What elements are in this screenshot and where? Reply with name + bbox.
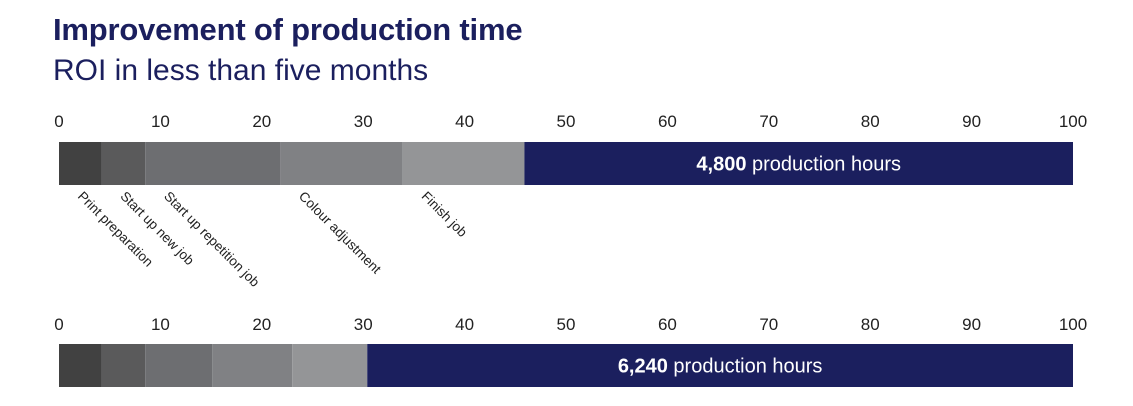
- x-tick-label: 30: [354, 315, 373, 334]
- x-tick-label: 50: [557, 112, 576, 131]
- x-tick-label: 0: [54, 112, 63, 131]
- bar-segment: [101, 142, 146, 185]
- production-hours-bar: [367, 344, 1074, 387]
- chart-title: Improvement of production time: [53, 12, 523, 47]
- x-tick-label: 10: [151, 112, 170, 131]
- x-tick-label: 80: [861, 315, 880, 334]
- bar-segment: [101, 344, 146, 387]
- production-hours-label: 4,800 production hours: [696, 154, 901, 176]
- x-tick-label: 60: [658, 112, 677, 131]
- bar-segment: [145, 142, 281, 185]
- production-hours-value: 6,240: [618, 356, 668, 378]
- x-tick-label: 40: [455, 112, 474, 131]
- x-tick-label: 30: [354, 112, 373, 131]
- segment-label: Finish job: [419, 189, 470, 240]
- bar-segment: [280, 142, 403, 185]
- production-hours-unit: production hours: [668, 356, 823, 378]
- x-tick-label: 20: [252, 112, 271, 131]
- bar-segment: [145, 344, 213, 387]
- x-tick-label: 10: [151, 315, 170, 334]
- x-tick-label: 0: [54, 315, 63, 334]
- segment-label: Colour adjustment: [296, 189, 384, 277]
- x-tick-label: 100: [1059, 112, 1087, 131]
- bar-segment: [402, 142, 525, 185]
- x-tick-label: 100: [1059, 315, 1087, 334]
- segment-label: Print preparation: [75, 189, 156, 270]
- production-hours-bar: [524, 142, 1073, 185]
- x-tick-label: 90: [962, 315, 981, 334]
- production-hours-value: 4,800: [696, 154, 746, 176]
- x-tick-label: 60: [658, 315, 677, 334]
- x-tick-label: 70: [759, 112, 778, 131]
- segment-label: Start up new job: [117, 189, 197, 269]
- x-tick-label: 20: [252, 315, 271, 334]
- x-tick-label: 40: [455, 315, 474, 334]
- bar-segment: [212, 344, 293, 387]
- bar-segment: [59, 344, 102, 387]
- x-tick-label: 90: [962, 112, 981, 131]
- bar-segment: [59, 142, 102, 185]
- x-tick-label: 70: [759, 315, 778, 334]
- production-hours-unit: production hours: [746, 154, 901, 176]
- x-tick-label: 50: [557, 315, 576, 334]
- bar-segment: [292, 344, 368, 387]
- production-hours-label: 6,240 production hours: [618, 356, 823, 378]
- x-tick-label: 80: [861, 112, 880, 131]
- chart-subtitle: ROI in less than five months: [53, 54, 429, 87]
